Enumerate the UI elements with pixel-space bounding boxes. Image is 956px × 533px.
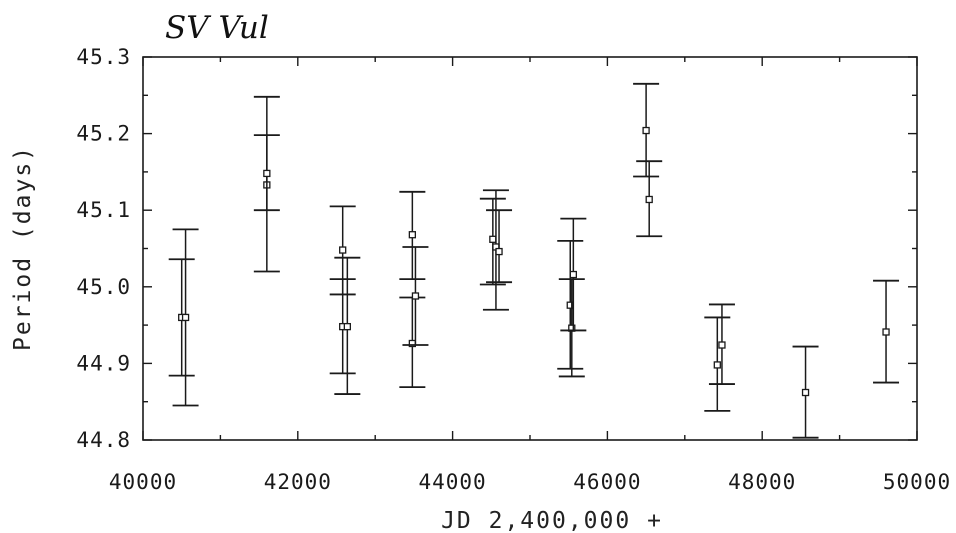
data-point xyxy=(253,134,280,212)
data-point xyxy=(479,197,506,286)
data-point xyxy=(402,246,429,346)
data-point xyxy=(560,217,587,332)
data-point xyxy=(399,190,426,281)
x-tick-label: 40000 xyxy=(109,470,177,494)
x-axis-tick-labels: 40000 42000 44000 46000 48000 50000 xyxy=(109,470,951,494)
point-marker xyxy=(882,328,890,336)
y-tick-label: 45.2 xyxy=(76,122,131,146)
point-marker xyxy=(713,361,721,369)
axis-ticks xyxy=(142,56,918,441)
point-marker xyxy=(489,235,497,243)
point-marker xyxy=(569,270,577,279)
y-tick-label: 44.8 xyxy=(76,428,131,452)
point-marker xyxy=(495,247,503,256)
data-points xyxy=(168,82,900,439)
x-tick-label: 42000 xyxy=(264,470,332,494)
data-point xyxy=(486,209,513,284)
point-marker xyxy=(181,313,190,322)
x-tick-label: 48000 xyxy=(728,470,796,494)
y-tick-label: 45.0 xyxy=(76,275,131,299)
point-marker xyxy=(645,195,653,204)
data-point xyxy=(399,296,426,389)
point-marker xyxy=(718,341,726,349)
data-point xyxy=(704,316,731,412)
data-point xyxy=(708,303,735,385)
x-tick-label: 50000 xyxy=(883,470,951,494)
y-tick-label: 44.9 xyxy=(76,351,131,375)
data-point xyxy=(792,345,819,439)
x-tick-label: 46000 xyxy=(573,470,641,494)
point-marker xyxy=(801,388,810,397)
data-point xyxy=(558,278,585,378)
y-tick-label: 45.1 xyxy=(76,198,131,222)
data-point xyxy=(557,239,584,370)
point-marker xyxy=(411,292,420,300)
data-point xyxy=(172,228,199,407)
data-point xyxy=(329,205,356,296)
plot-area-frame xyxy=(142,56,918,441)
data-point xyxy=(334,256,361,395)
x-axis-label: JD 2,400,000 + xyxy=(441,508,663,533)
y-axis-tick-labels: 44.8 44.9 45.0 45.1 45.2 45.3 xyxy=(76,45,131,452)
data-point xyxy=(873,279,900,384)
x-tick-label: 44000 xyxy=(418,470,486,494)
point-marker xyxy=(408,231,417,239)
data-point xyxy=(636,160,663,238)
y-axis-label: Period (days) xyxy=(10,145,36,351)
data-point xyxy=(633,82,660,178)
point-marker xyxy=(339,246,347,254)
chart-title: SV Vul xyxy=(165,10,269,46)
point-marker xyxy=(263,169,271,178)
point-marker xyxy=(642,126,650,135)
data-point xyxy=(168,258,195,377)
point-marker xyxy=(343,322,351,331)
y-tick-label: 45.3 xyxy=(76,45,131,69)
